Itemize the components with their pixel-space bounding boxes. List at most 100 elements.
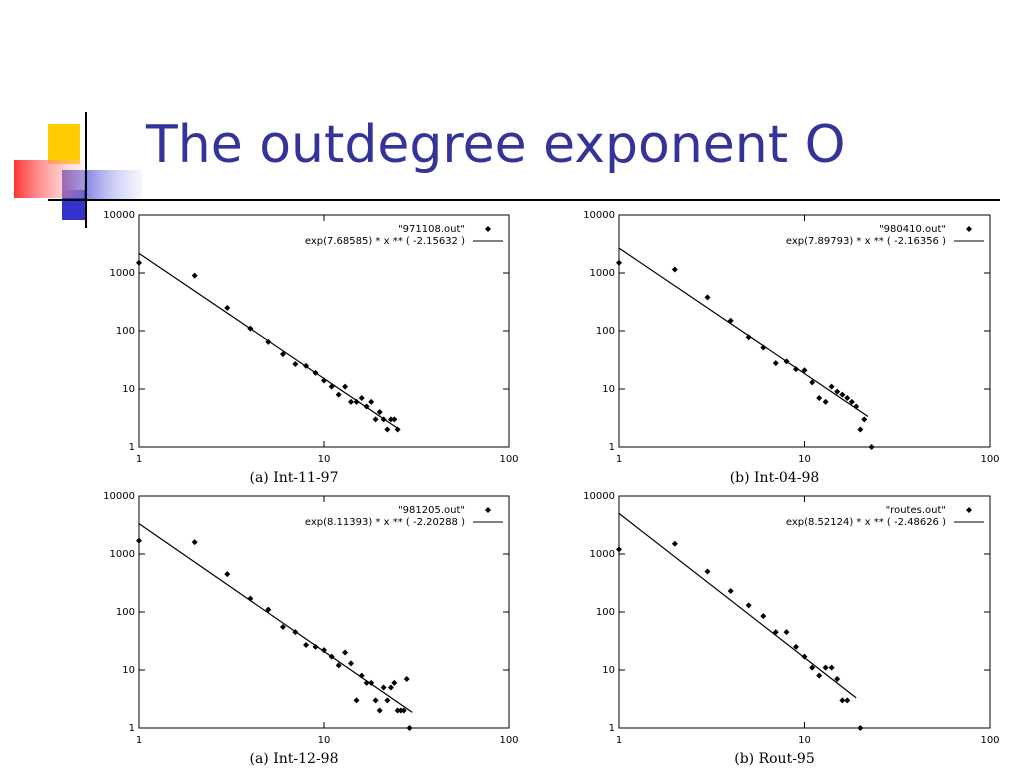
data-point [822, 664, 829, 671]
data-point [387, 684, 394, 691]
data-point [839, 391, 846, 398]
x-tick-label: 1 [136, 454, 142, 465]
y-tick-label: 10000 [103, 210, 135, 221]
y-tick-label: 1000 [590, 268, 615, 279]
data-point [348, 660, 355, 667]
plot-frame [138, 214, 510, 448]
legend-label: exp(7.68585) * x ** ( -2.15632 ) [305, 236, 465, 247]
plot-frame [618, 495, 991, 729]
deco-red [14, 160, 84, 198]
data-point [400, 707, 407, 714]
data-point [335, 662, 342, 669]
data-point [822, 398, 829, 405]
data-point [760, 344, 767, 351]
data-point [406, 725, 413, 731]
data-point [793, 643, 800, 650]
data-point [834, 388, 841, 395]
data-point [376, 707, 383, 714]
data-point [312, 643, 319, 650]
chart: 1 10 100 1000 10000 1 10 100 (a) Int-12-98 "98120… [103, 491, 518, 767]
data-point [394, 426, 401, 433]
data-point [353, 697, 360, 704]
data-point [671, 540, 678, 547]
y-tick-label: 100 [116, 607, 135, 618]
x-tick-label: 1 [616, 454, 622, 465]
legend-label: "980410.out" [879, 224, 946, 235]
data-point [191, 539, 198, 546]
data-point [348, 398, 355, 405]
chart-caption: (b) Int-04-98 [730, 470, 820, 486]
data-point [342, 383, 349, 390]
data-point [376, 409, 383, 416]
data-point [384, 426, 391, 433]
data-point [760, 613, 767, 620]
y-tick-label: 1000 [590, 549, 615, 560]
y-tick-label: 100 [116, 326, 135, 337]
plot-frame [138, 495, 510, 729]
y-tick-label: 1 [129, 723, 135, 734]
deco-yellow [48, 124, 80, 164]
data-point [335, 391, 342, 398]
data-point [816, 394, 823, 401]
y-tick-label: 1 [129, 442, 135, 453]
data-point [394, 707, 401, 714]
data-point [279, 351, 286, 358]
data-point [857, 725, 864, 731]
data-point [616, 546, 622, 553]
y-tick-label: 100 [596, 326, 615, 337]
fit-line [138, 523, 413, 713]
data-point [136, 537, 142, 544]
x-tick-label: 100 [980, 454, 999, 465]
data-point [839, 697, 846, 704]
data-point [391, 679, 398, 686]
legend-label: exp(7.89793) * x ** ( -2.16356 ) [786, 236, 946, 247]
data-point [809, 379, 816, 386]
y-tick-label: 10000 [103, 491, 135, 502]
legend-marker [966, 507, 972, 513]
y-tick-label: 10 [602, 384, 615, 395]
y-tick-label: 10 [602, 665, 615, 676]
data-point [358, 394, 365, 401]
data-point [816, 672, 823, 679]
data-point [342, 649, 349, 656]
y-tick-label: 10000 [583, 491, 615, 502]
y-tick-label: 100 [596, 607, 615, 618]
fit-line [618, 512, 857, 699]
data-point [372, 697, 379, 704]
data-point [321, 647, 327, 654]
data-point [279, 624, 286, 631]
fit-line [138, 252, 398, 429]
chart-caption: (a) Int-12-98 [250, 751, 339, 767]
data-point [368, 398, 375, 405]
data-point [191, 272, 198, 279]
data-point [292, 360, 299, 367]
data-point [136, 259, 142, 266]
data-point [857, 426, 864, 433]
x-tick-label: 10 [318, 735, 331, 746]
slide-title: The outdegree exponent O [145, 115, 846, 175]
data-point [403, 675, 410, 682]
data-point [801, 367, 808, 374]
data-point [387, 416, 394, 423]
x-tick-label: 1 [616, 735, 622, 746]
data-point [745, 602, 752, 609]
data-point [772, 360, 779, 367]
y-tick-label: 10 [122, 665, 135, 676]
x-tick-label: 10 [798, 454, 811, 465]
data-point [303, 641, 310, 648]
legend-label: exp(8.11393) * x ** ( -2.20288 ) [305, 517, 465, 528]
data-point [397, 707, 404, 714]
data-point [704, 568, 711, 575]
x-tick-label: 100 [499, 735, 518, 746]
plot-frame [618, 214, 991, 448]
data-point [793, 366, 800, 373]
chart-caption: (b) Rout-95 [734, 751, 815, 767]
chart-caption: (a) Int-11-97 [250, 470, 339, 486]
data-point [616, 259, 622, 266]
data-point [848, 398, 855, 405]
x-tick-label: 100 [980, 735, 999, 746]
data-point [391, 416, 398, 423]
data-point [834, 675, 841, 682]
y-tick-label: 1 [609, 442, 615, 453]
